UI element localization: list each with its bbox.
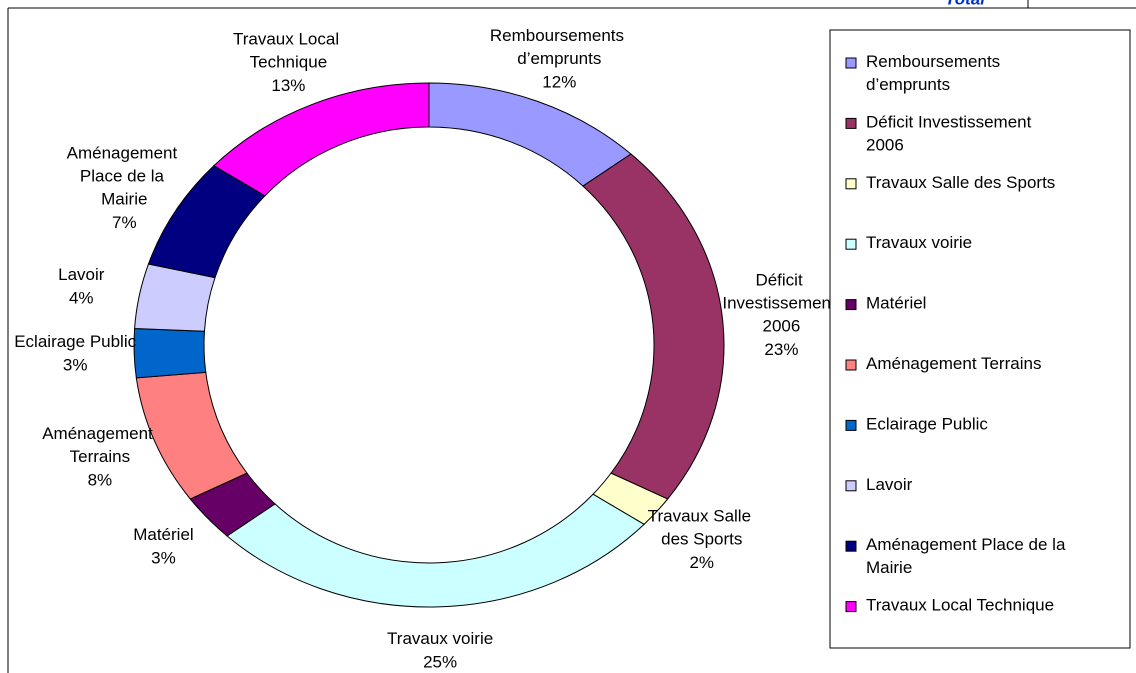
donut-slice — [582, 153, 725, 500]
legend-swatch — [845, 359, 857, 371]
data-label-value: 2% — [689, 553, 714, 572]
legend-swatch — [845, 238, 857, 250]
legend-label: Remboursements d’emprunts — [866, 52, 1005, 94]
legend-swatch — [845, 601, 857, 613]
legend-label: Aménagement Terrains — [866, 354, 1041, 373]
data-label-category: Matériel — [133, 526, 193, 545]
data-label-category: Lavoir — [58, 266, 105, 285]
data-label-value: 4% — [69, 289, 94, 308]
legend-swatch — [845, 117, 857, 129]
data-label-value: 23% — [764, 340, 798, 359]
legend-swatch — [845, 178, 857, 190]
data-label-value: 8% — [88, 470, 113, 489]
donut-slice — [428, 82, 632, 187]
data-label-value: 25% — [423, 652, 457, 671]
data-label-category: Travaux Salle des Sports — [648, 507, 756, 549]
data-label-category: Travaux voirie — [387, 629, 493, 648]
data-label-category: Déficit Investissement 2006 — [722, 271, 840, 336]
legend-swatch — [845, 480, 857, 492]
legend-label: Lavoir — [866, 475, 913, 494]
data-label-category: Aménagement Place de la Mairie — [67, 144, 182, 209]
legend-label: Déficit Investissement 2006 — [866, 113, 1036, 155]
legend-label: Aménagement Place de la Mairie — [866, 536, 1070, 578]
legend-swatch — [845, 419, 857, 431]
data-label-category: Aménagement Terrains — [42, 424, 157, 466]
legend-label: Eclairage Public — [866, 415, 988, 434]
data-label-value: 3% — [151, 549, 176, 568]
legend-label: Matériel — [866, 294, 926, 313]
data-label-category: Eclairage Public — [14, 333, 136, 352]
donut-slice — [226, 493, 645, 608]
data-label-value: 7% — [112, 213, 137, 232]
donut-slice — [213, 82, 430, 197]
legend-swatch — [845, 57, 857, 69]
legend-box — [829, 29, 1131, 649]
legend-label: Travaux voirie — [866, 234, 972, 253]
field-button: Total — [945, 0, 986, 8]
data-label-value: 3% — [63, 356, 88, 375]
donut-slice — [133, 328, 207, 379]
data-label-value: 12% — [542, 72, 576, 91]
data-label-category: Remboursements d’emprunts — [490, 26, 629, 68]
legend-label: Travaux Local Technique — [866, 596, 1054, 615]
data-label-value: 13% — [271, 76, 305, 95]
legend-swatch — [845, 299, 857, 311]
legend-label: Travaux Salle des Sports — [866, 173, 1055, 192]
data-label-category: Travaux Local Technique — [233, 30, 344, 72]
legend-swatch — [845, 540, 857, 552]
